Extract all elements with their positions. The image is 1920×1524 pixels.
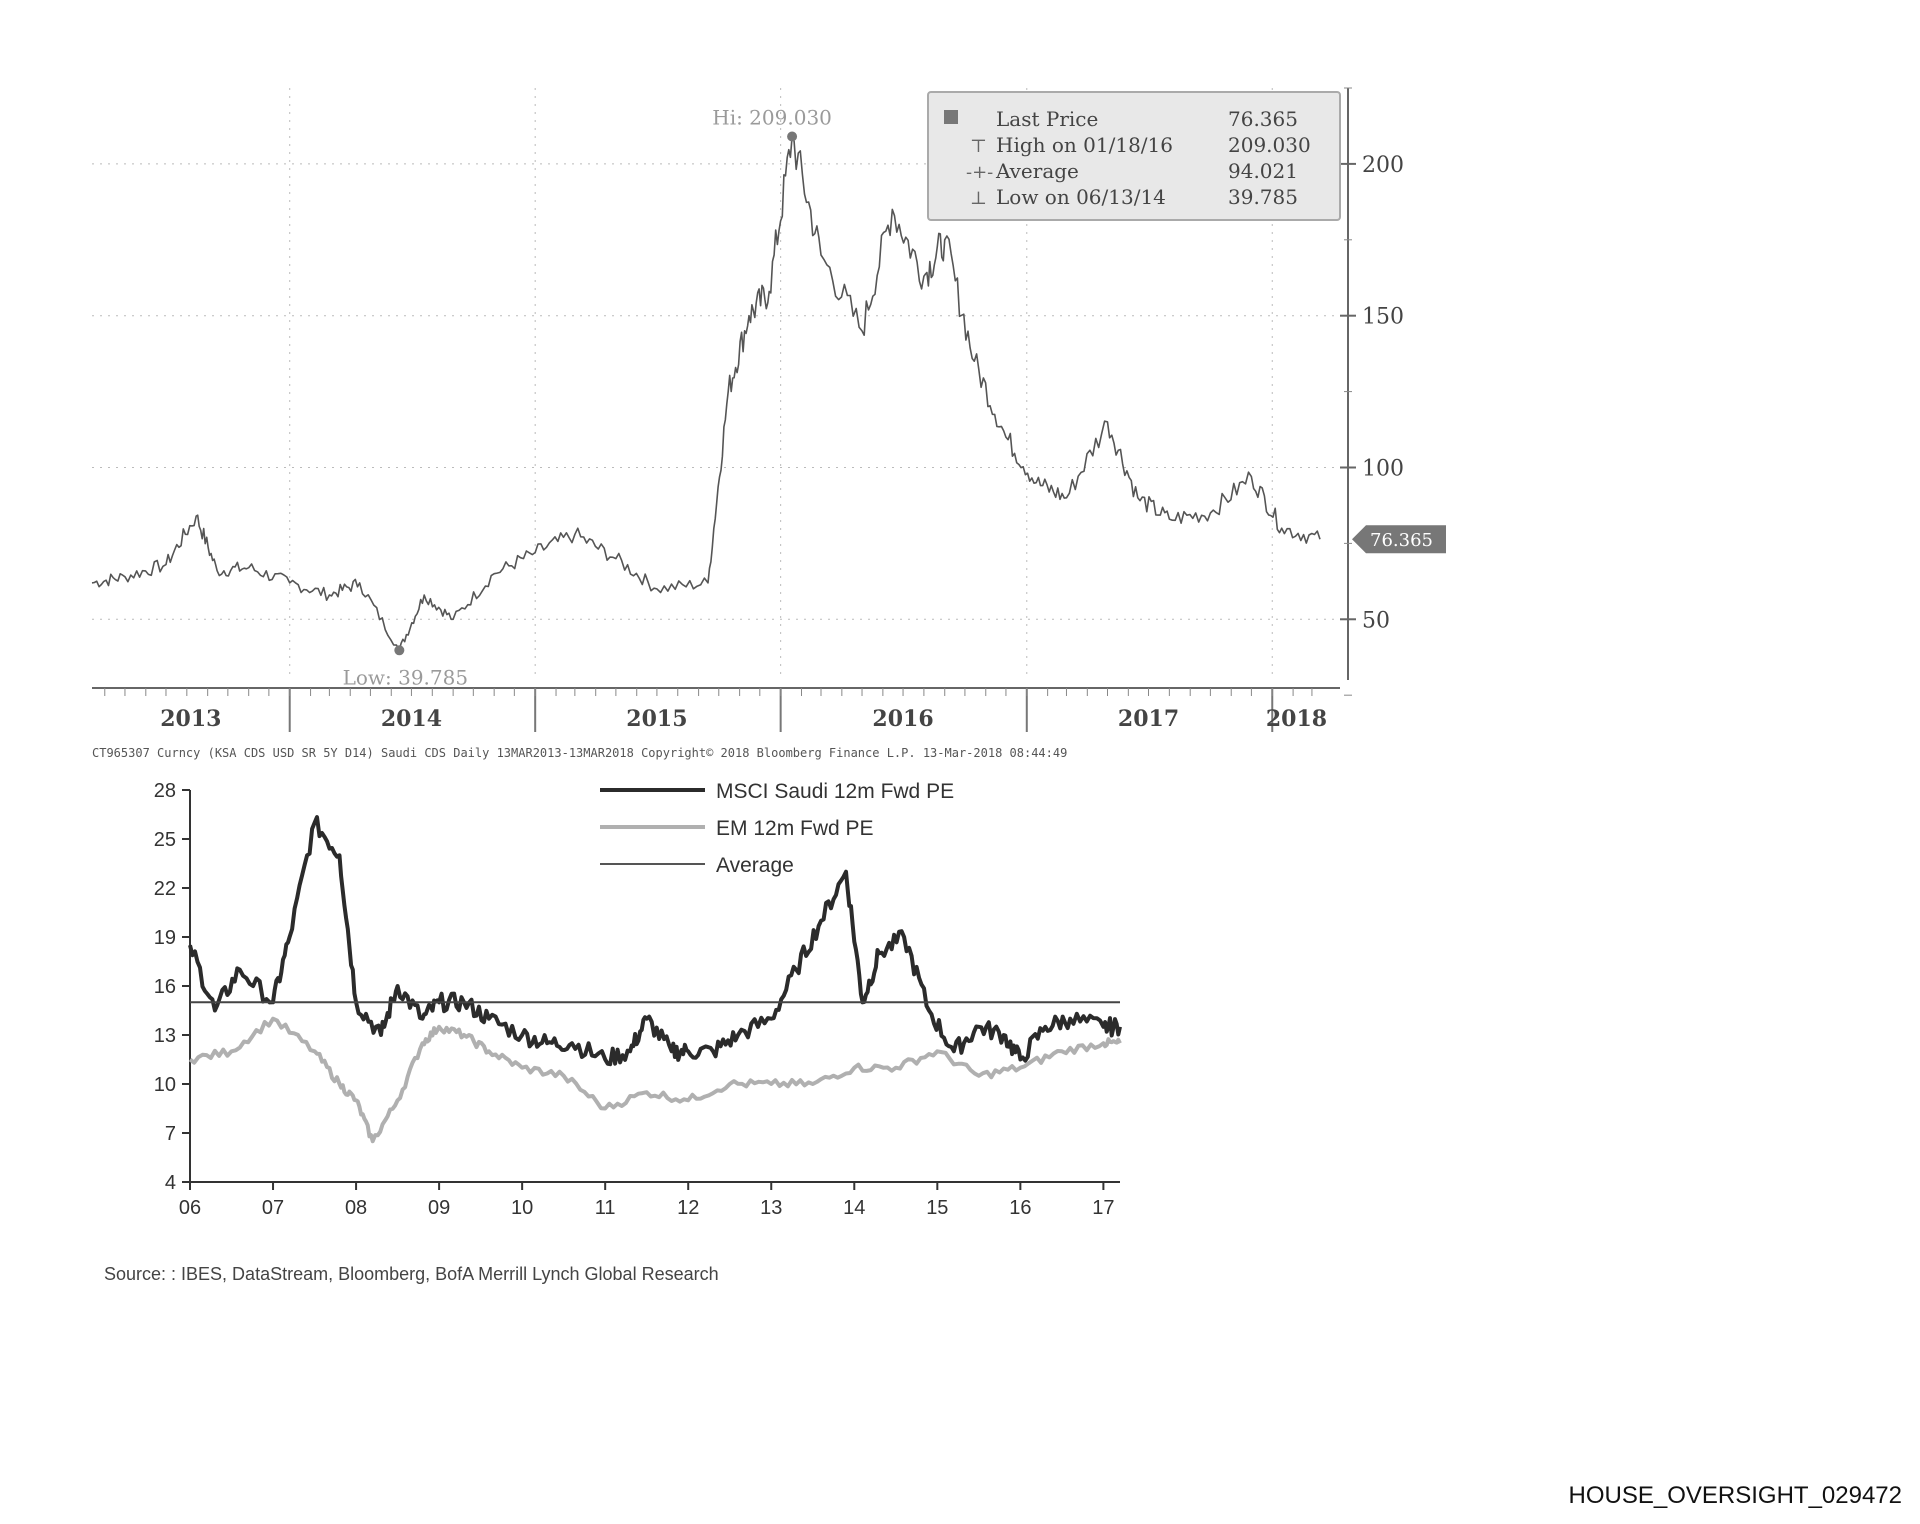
- series-line-msci-saudi: [188, 815, 1122, 1067]
- x-tick-label-08: 08: [345, 1197, 367, 1219]
- y-tick-label-13: 13: [154, 1025, 176, 1047]
- y-tick-label-28: 28: [154, 780, 176, 802]
- legend-label-low: Low on 06/13/14: [996, 185, 1166, 209]
- y-tick-label-19: 19: [154, 927, 176, 949]
- last-price-tag-shape: [1352, 525, 1446, 554]
- x-tick-label-2014: 2014: [381, 706, 442, 732]
- legend-label-high: High on 01/18/16: [996, 133, 1173, 157]
- x-tick-label-10: 10: [511, 1197, 533, 1219]
- x-tick-label-14: 14: [843, 1197, 865, 1219]
- x-tick-label-2018: 2018: [1266, 706, 1327, 732]
- series-line-saudi-cds: [91, 135, 1321, 652]
- saudi-pe-chart: 4 7 10 13 16 19 22 25 28 06 07 08 09 10 11 12 13 14 15 16 17…: [104, 780, 1122, 1284]
- y-tick-label-16: 16: [154, 976, 176, 998]
- last-price-tag: 76.365: [1352, 525, 1446, 554]
- x-tick-label-06: 06: [179, 1197, 201, 1219]
- plot-area: [188, 815, 1122, 1144]
- source-note: Source: : IBES, DataStream, Bloomberg, B…: [104, 1264, 719, 1284]
- legend-low-icon: ⊥: [970, 188, 987, 209]
- y-tick-label-22: 22: [154, 878, 176, 900]
- y-tick-label-200: 200: [1362, 153, 1404, 178]
- legend-high-icon: ⊤: [970, 136, 987, 157]
- x-axis: 2013 2014 2015 2016 2017 2018: [92, 687, 1340, 732]
- x-tick-label-12: 12: [677, 1197, 699, 1219]
- y-tick-label-100: 100: [1362, 456, 1404, 481]
- y-tick-label-25: 25: [154, 829, 176, 851]
- y-tick-label-150: 150: [1362, 305, 1404, 330]
- series-line-em: [188, 1016, 1122, 1144]
- high-marker: [787, 131, 798, 142]
- high-annotation: Hi: 209.030: [712, 105, 832, 129]
- last-price-tag-text: 76.365: [1370, 530, 1433, 551]
- legend-label-average: Average: [716, 854, 794, 877]
- low-annotation: Low: 39.785: [343, 665, 469, 689]
- legend-value-low: 39.785: [1228, 185, 1298, 209]
- x-tick-label-2015: 2015: [626, 706, 687, 732]
- saudi-cds-chart: 50 100 150 200 2013 2014 2015 2016 2017 2018 Hi:…: [91, 87, 1446, 760]
- legend-label-em: EM 12m Fwd PE: [716, 817, 874, 840]
- legend-value-last-price: 76.365: [1228, 107, 1298, 131]
- legend-label-msci-saudi: MSCI Saudi 12m Fwd PE: [716, 780, 954, 803]
- legend-swatch-last-price: [944, 110, 958, 124]
- legend-value-high: 209.030: [1228, 133, 1311, 157]
- legend: Last Price 76.365 ⊤ High on 01/18/16 209…: [927, 91, 1341, 221]
- x-tick-label-2017: 2017: [1118, 706, 1179, 732]
- annotations: Hi: 209.030 Low: 39.785: [343, 105, 832, 689]
- legend: MSCI Saudi 12m Fwd PE EM 12m Fwd PE Aver…: [600, 780, 954, 877]
- x-tick-label-09: 09: [428, 1197, 450, 1219]
- x-tick-label-2013: 2013: [160, 706, 221, 732]
- x-tick-label-13: 13: [760, 1197, 782, 1219]
- low-marker: [394, 645, 405, 656]
- y-tick-label-10: 10: [154, 1074, 176, 1096]
- x-tick-label-15: 15: [926, 1197, 948, 1219]
- grid: [92, 88, 1344, 680]
- x-tick-label-16: 16: [1009, 1197, 1031, 1219]
- legend-box: [927, 91, 1341, 221]
- x-tick-label-2016: 2016: [872, 706, 933, 732]
- x-tick-label-07: 07: [262, 1197, 284, 1219]
- legend-value-average: 94.021: [1228, 159, 1298, 183]
- document-id: HOUSE_OVERSIGHT_029472: [1568, 1482, 1902, 1509]
- plot-area: [91, 131, 1321, 656]
- axes: 4 7 10 13 16 19 22 25 28 06 07 08 09 10 11 12 13 14 15 16 17: [154, 780, 1120, 1219]
- x-tick-label-11: 11: [595, 1197, 616, 1219]
- bloomberg-footer: CT965307 Curncy (KSA CDS USD SR 5Y D14) …: [92, 746, 1067, 760]
- y-tick-label-4: 4: [165, 1172, 176, 1194]
- y-tick-label-7: 7: [165, 1123, 176, 1145]
- legend-label-last-price: Last Price: [996, 107, 1098, 131]
- legend-average-icon: -+-: [966, 162, 993, 183]
- legend-label-average: Average: [995, 159, 1079, 183]
- x-tick-label-17: 17: [1092, 1197, 1114, 1219]
- y-axis: 50 100 150 200: [1340, 87, 1404, 696]
- y-tick-label-50: 50: [1362, 608, 1390, 633]
